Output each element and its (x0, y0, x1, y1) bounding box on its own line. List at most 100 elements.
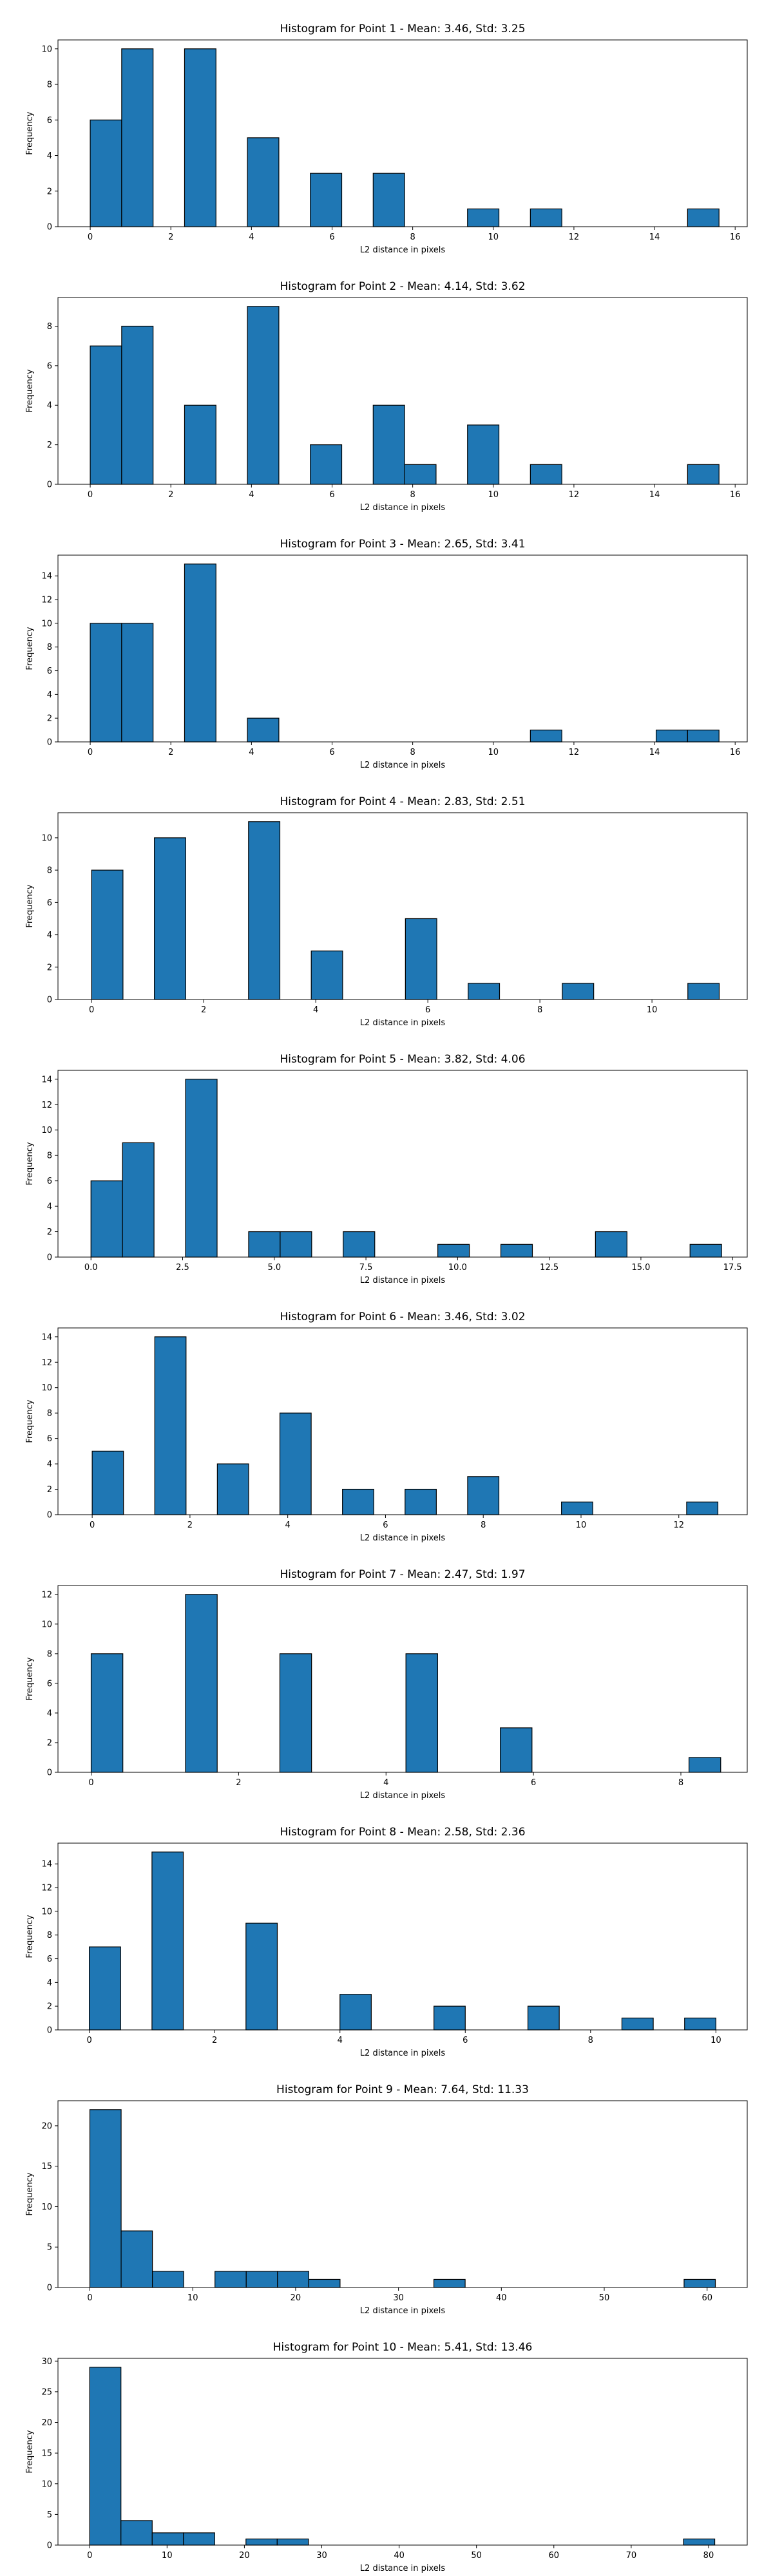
y-tick-label: 2 (47, 963, 52, 972)
chart-title: Histogram for Point 2 - Mean: 4.14, Std:… (280, 280, 525, 293)
y-tick-label: 6 (47, 1679, 52, 1689)
x-tick-label: 6 (463, 2036, 468, 2045)
y-tick-label: 6 (47, 667, 52, 676)
histogram-bar (89, 2109, 122, 2288)
x-tick-label: 50 (471, 2551, 482, 2561)
histogram-bar (527, 2005, 560, 2031)
axes-frame (57, 297, 748, 485)
x-tick-label: 4 (313, 1005, 318, 1015)
x-tick-label: 10 (576, 1520, 587, 1530)
histogram-bar (279, 1412, 312, 1515)
y-tick-label: 15 (41, 2162, 52, 2172)
histogram-bar (342, 1488, 374, 1515)
histogram-bar (91, 1450, 124, 1515)
y-axis-label: Frequency (25, 1915, 35, 1958)
x-tick-label: 6 (329, 490, 334, 500)
x-tick-label: 16 (730, 748, 741, 757)
histogram-bar (405, 1488, 437, 1515)
histogram-bar (343, 1231, 376, 1258)
histogram-bar (277, 2271, 309, 2288)
x-tick-label: 0 (89, 1005, 94, 1015)
y-tick-label: 4 (47, 1978, 52, 1988)
x-tick-label: 0 (87, 2293, 92, 2303)
histogram-bar (184, 564, 216, 743)
x-tick-label: 14 (649, 232, 660, 242)
y-tick-label: 10 (41, 1907, 52, 1917)
x-tick-label: 6 (329, 232, 334, 242)
histogram-panel-7: Histogram for Point 7 - Mean: 2.47, Std:… (25, 1568, 748, 1801)
histogram-bar (89, 2367, 122, 2546)
y-tick-label: 10 (41, 2479, 52, 2489)
histogram-bar (215, 2271, 247, 2288)
histogram-bar (372, 173, 405, 227)
histogram-bar (91, 869, 124, 1000)
y-axis-label: Frequency (25, 111, 35, 155)
y-tick-label: 8 (47, 1151, 52, 1161)
y-tick-label: 14 (41, 1860, 52, 1870)
histogram-bar (310, 173, 343, 227)
x-tick-label: 4 (249, 748, 254, 757)
histogram-panel-6: Histogram for Point 6 - Mean: 3.46, Std:… (25, 1311, 748, 1543)
chart-title: Histogram for Point 3 - Mean: 2.65, Std:… (280, 538, 525, 551)
y-tick-label: 5 (47, 2243, 52, 2253)
histogram-panel-2: Histogram for Point 2 - Mean: 4.14, Std:… (25, 280, 748, 513)
x-tick-label: 4 (249, 232, 254, 242)
x-axis-label: L2 distance in pixels (360, 2049, 446, 2058)
histogram-bar (152, 2271, 184, 2288)
x-tick-label: 10 (488, 490, 499, 500)
histogram-bar (684, 2017, 716, 2031)
histogram-bar (183, 2532, 215, 2546)
histogram-bar (121, 48, 154, 227)
y-tick-label: 0 (47, 996, 52, 1005)
x-tick-label: 12 (673, 1520, 684, 1530)
x-tick-label: 10 (488, 748, 499, 757)
y-tick-label: 25 (41, 2387, 52, 2397)
y-tick-label: 0 (47, 1253, 52, 1263)
x-tick-label: 12 (569, 748, 580, 757)
x-tick-label: 10 (647, 1005, 658, 1015)
histogram-bar (279, 1653, 312, 1773)
histogram-bar (339, 1994, 372, 2031)
x-tick-label: 0.0 (84, 1263, 98, 1273)
axes-frame (57, 812, 748, 1000)
y-axis-label: Frequency (25, 627, 35, 670)
histogram-bar (687, 983, 720, 1000)
x-tick-label: 8 (481, 1520, 486, 1530)
x-tick-label: 6 (329, 748, 334, 757)
y-axis-label: Frequency (25, 884, 35, 927)
histogram-bar (121, 325, 154, 485)
histogram-bar (245, 2271, 278, 2288)
x-tick-label: 50 (599, 2293, 610, 2303)
x-tick-label: 20 (291, 2293, 301, 2303)
histogram-bar (405, 1653, 438, 1773)
y-tick-label: 10 (41, 1620, 52, 1629)
y-tick-label: 4 (47, 151, 52, 161)
x-tick-label: 14 (649, 748, 660, 757)
x-tick-label: 40 (496, 2293, 507, 2303)
histogram-bar (280, 1231, 312, 1258)
histogram-bar (467, 208, 500, 227)
y-tick-label: 0 (47, 223, 52, 232)
axes-frame (57, 1327, 748, 1515)
chart-title: Histogram for Point 8 - Mean: 2.58, Std:… (280, 1826, 525, 1839)
y-tick-label: 0 (47, 738, 52, 748)
y-tick-label: 20 (41, 2121, 52, 2131)
histogram-bar (122, 1142, 155, 1258)
x-tick-label: 8 (678, 1778, 683, 1788)
histogram-panel-3: Histogram for Point 3 - Mean: 2.65, Std:… (25, 538, 748, 770)
x-tick-label: 2 (168, 232, 173, 242)
y-tick-label: 6 (47, 1434, 52, 1444)
x-tick-label: 8 (537, 1005, 542, 1015)
histogram-bar (562, 983, 595, 1000)
histogram-panel-5: Histogram for Point 5 - Mean: 3.82, Std:… (25, 1053, 748, 1285)
x-tick-label: 0 (87, 2551, 92, 2561)
x-tick-label: 12 (569, 490, 580, 500)
histogram-bar (310, 444, 343, 485)
chart-title: Histogram for Point 6 - Mean: 3.46, Std:… (280, 1311, 525, 1323)
y-tick-label: 5 (47, 2510, 52, 2520)
x-tick-label: 8 (410, 748, 415, 757)
histogram-bar (683, 2538, 716, 2546)
y-tick-label: 0 (47, 2541, 52, 2551)
histogram-bar (689, 1244, 722, 1258)
histogram-bar (245, 1922, 278, 2031)
